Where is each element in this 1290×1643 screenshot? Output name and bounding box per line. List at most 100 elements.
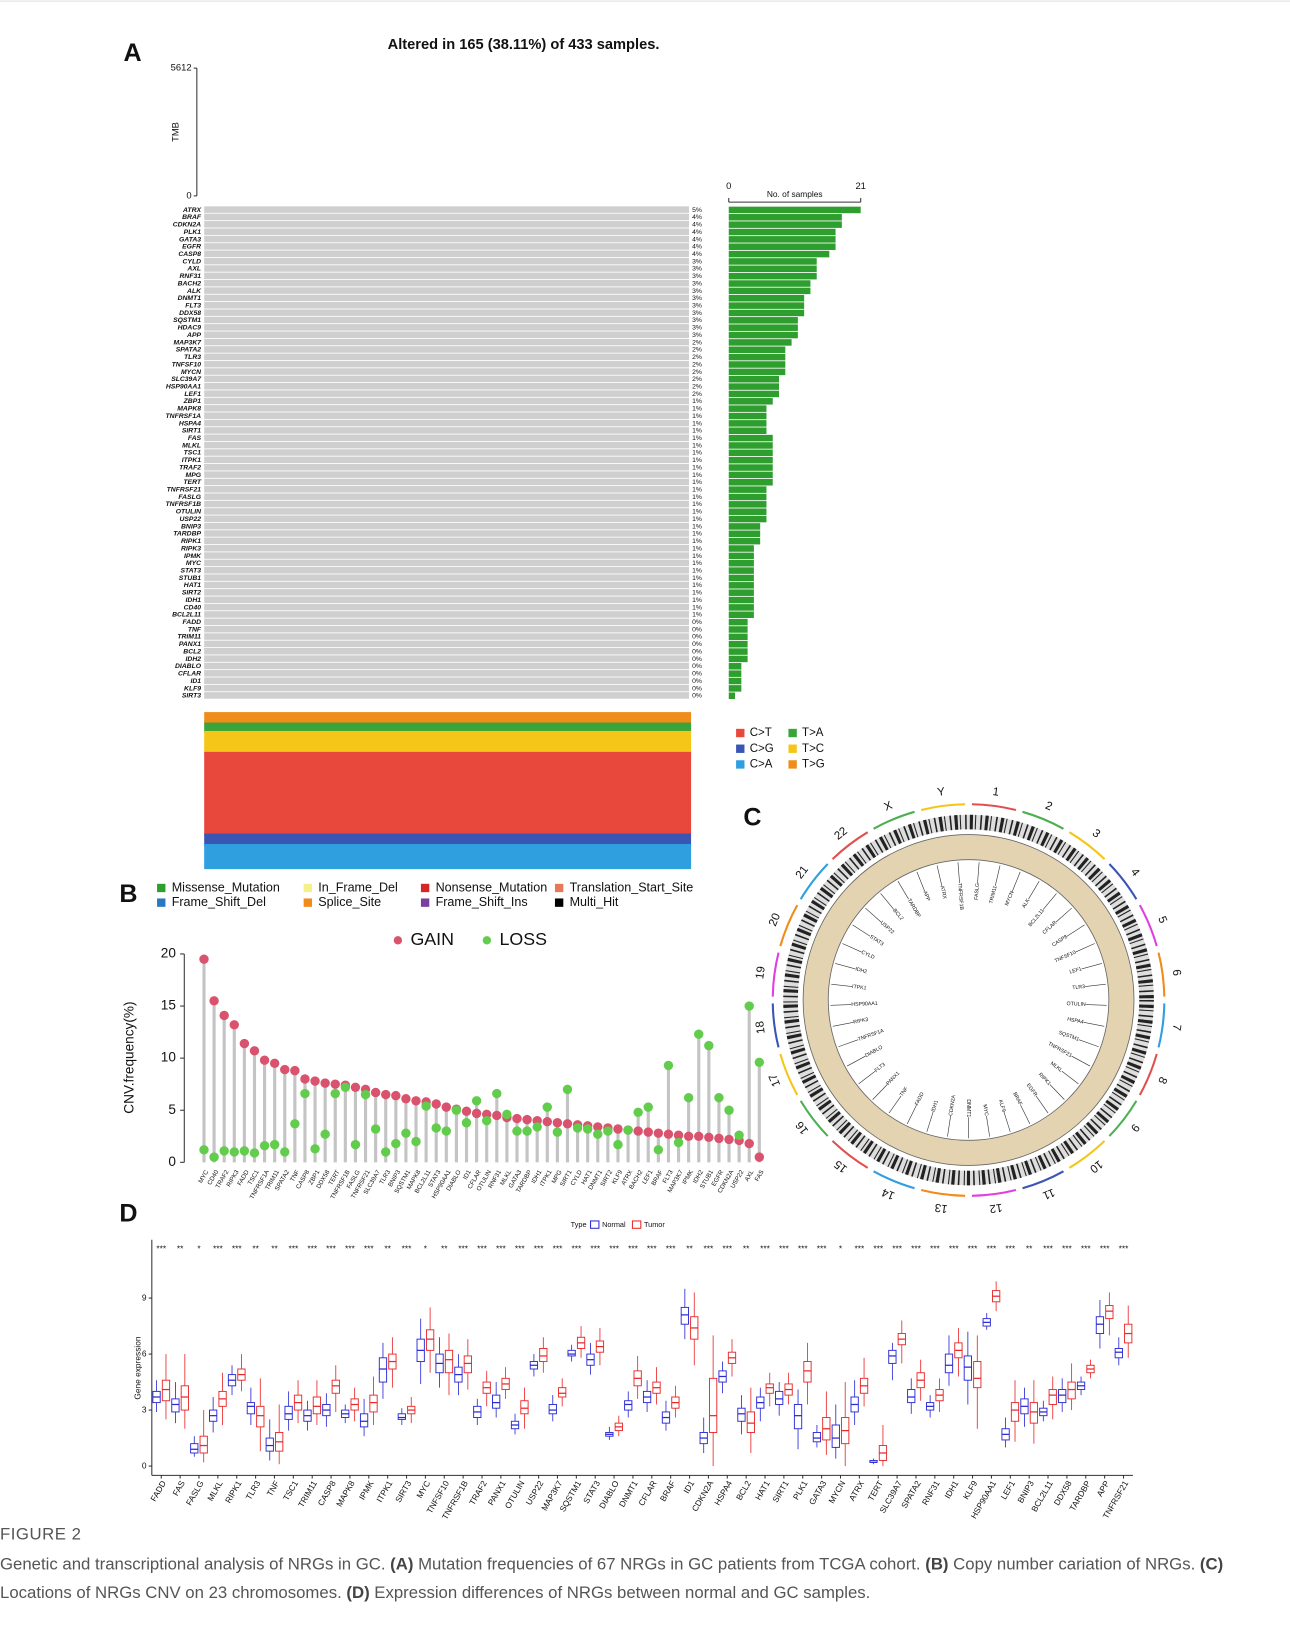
onco-row [204,302,689,309]
point [633,1107,643,1118]
chromosome-arc [873,810,915,830]
chromosome-arc [920,803,966,812]
box [378,1357,388,1383]
gene-label: LEF1 [1069,966,1083,975]
x-tick-label: SIRT3 [393,1478,414,1504]
significance: * [424,1243,428,1253]
point [754,1152,765,1162]
gene-label: TNFRSF1A [166,413,202,420]
point [754,1057,765,1068]
box [190,1443,199,1454]
box [708,1377,718,1433]
point [391,1138,401,1149]
gene-pointer [1028,881,1040,900]
point [613,1139,623,1150]
percent-label: 4% [692,236,702,243]
point [633,1126,643,1136]
gene-pointer [846,1055,866,1067]
chromosome-arc [799,863,829,900]
y-tick-label: 3 [142,1404,147,1414]
gene-pointer [1083,1022,1105,1027]
figure-label: FIGURE 2 [0,1525,82,1544]
x-tick-label: SIRT1 [770,1478,791,1504]
onco-row [204,486,689,493]
percent-label: 2% [692,361,702,368]
sample-bar [728,677,742,685]
spectrum-band [204,712,692,725]
box [973,1361,982,1389]
point [512,1113,522,1124]
sample-bar [728,390,780,398]
sample-bar [728,537,761,545]
point [704,1132,714,1143]
chromosome-label: 21 [794,864,811,881]
percent-label: 0% [692,685,702,692]
box [397,1413,406,1420]
gene-label: CYLD [183,258,202,265]
gene-label: ATRX [182,207,201,214]
onco-row [204,670,689,677]
chromosome-label: 13 [934,1201,948,1215]
legend-label: In_Frame_Del [318,880,398,894]
chromosome-arc [779,904,799,947]
chromosome-label: 12 [989,1201,1003,1215]
onco-row [204,383,689,390]
point [673,1137,684,1148]
significance: *** [288,1243,299,1253]
gene-label: MYCN [181,369,202,376]
onco-row [204,449,689,456]
point [229,1020,239,1030]
significance: *** [1081,1243,1092,1253]
onco-row [204,419,689,427]
y-tick-label: 5 [168,1102,176,1117]
gene-label: FADD [183,619,202,626]
point [512,1126,522,1136]
point [209,1152,219,1162]
gene-pointer [1042,893,1057,910]
percent-label: 1% [692,575,702,582]
x-tick-label: HSPA4 [712,1478,734,1507]
box [331,1379,340,1394]
x-tick-label: MAPK8 [334,1478,357,1508]
gene-label: FADD [914,1091,926,1106]
sample-bar [728,383,780,390]
x-tick-label: FASLG [184,1479,206,1507]
point [643,1127,653,1137]
percent-label: 1% [692,487,702,494]
significance: *** [477,1243,488,1253]
box [548,1404,557,1415]
chromosome-label: 10 [1087,1157,1104,1174]
gene-label: USP22 [879,920,895,936]
significance: *** [968,1243,979,1253]
sample-bar [728,412,767,420]
significance: * [839,1243,843,1253]
percent-label: 1% [692,406,702,413]
onco-row [204,434,689,442]
gene-pointer [1081,963,1102,970]
sample-bar [728,530,761,538]
percent-label: 1% [692,553,702,560]
percent-label: 1% [692,567,702,574]
y-tick-label: 9 [142,1292,147,1302]
sample-bar [728,464,773,471]
spectrum-band [204,833,692,847]
chromosome-label: 1 [992,786,1000,799]
gene-label: DIABLO [175,663,202,670]
point [370,1124,381,1134]
gene-label: IPMK [184,553,202,560]
sample-bar [728,545,754,552]
sample-bar [728,501,767,508]
point [360,1089,371,1100]
sample-bar [728,493,767,501]
gene-label: HDAC9 [178,325,202,332]
gene-label: MYC [186,560,201,567]
percent-label: 2% [692,383,702,390]
ring-outline [802,834,1135,1166]
sample-bar [728,456,773,464]
legend-swatch [420,898,430,907]
percent-label: 0% [692,678,702,685]
percent-label: 3% [692,295,702,302]
legend-label: C>G [750,743,774,755]
box [520,1400,529,1415]
